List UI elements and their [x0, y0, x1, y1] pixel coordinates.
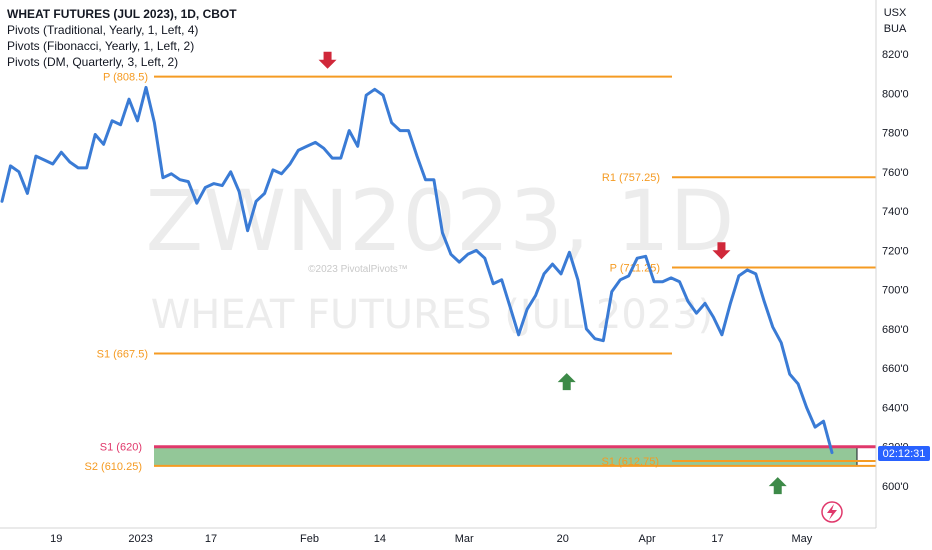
down-arrow-icon: [712, 242, 731, 260]
watermark: ZWN2023, 1D ©2023 PivotalPivots™ WHEAT F…: [146, 172, 735, 338]
watermark-copyright: ©2023 PivotalPivots™: [308, 264, 408, 275]
pivot-levels: P (808.5)R1 (757.25)P (711.25)S1 (667.5)…: [85, 72, 876, 473]
x-tick-label: 17: [205, 533, 217, 545]
x-tick-label: 2023: [128, 533, 152, 545]
legend-pivot-2[interactable]: Pivots (Fibonacci, Yearly, 1, Left, 2): [7, 39, 195, 53]
x-tick-label: 17: [711, 533, 723, 545]
y-tick-label: 700'0: [882, 285, 909, 297]
y-tick-label: 820'0: [882, 49, 909, 61]
trading-logo-icon[interactable]: [821, 501, 843, 523]
up-arrow-icon: [768, 477, 787, 495]
pivot-arrows: [318, 51, 787, 495]
chart-legend: WHEAT FUTURES (JUL 2023), 1D, CBOT Pivot…: [7, 6, 237, 70]
pivot-level-label: S1 (667.5): [97, 348, 148, 360]
y-tick-label: 640'0: [882, 402, 909, 414]
x-tick-label: Mar: [455, 533, 474, 545]
y-tick-label: 760'0: [882, 167, 909, 179]
price-axis[interactable]: USX BUA 600'0620'0640'0660'0680'0700'072…: [875, 0, 930, 528]
down-arrow-icon: [318, 51, 337, 69]
x-tick-label: Apr: [639, 533, 656, 545]
y-tick-label: 720'0: [882, 245, 909, 257]
countdown-badge: [878, 446, 930, 461]
unit-label: BUA: [884, 23, 907, 35]
y-tick-label: 740'0: [882, 206, 909, 218]
y-tick-label: 780'0: [882, 128, 909, 140]
watermark-name: WHEAT FUTURES (JUL 2023): [151, 292, 714, 338]
up-arrow-icon: [557, 373, 576, 391]
y-tick-label: 680'0: [882, 324, 909, 336]
legend-title: WHEAT FUTURES (JUL 2023), 1D, CBOT: [7, 7, 237, 21]
pivot-level-label: S2 (610.25): [85, 461, 142, 473]
x-tick-label: May: [791, 533, 812, 545]
x-tick-label: 20: [557, 533, 569, 545]
currency-label: USX: [884, 7, 907, 19]
time-axis[interactable]: 19 2023 17 Feb 14 Mar 20 Apr 17 May: [0, 527, 876, 545]
countdown-text: 02:12:31: [883, 448, 926, 460]
price-line: [0, 85, 834, 455]
pivot-level-label: S1 (620): [100, 442, 142, 454]
pivot-level-label: R1 (757.25): [602, 172, 660, 184]
y-tick-label: 600'0: [882, 481, 909, 493]
pivot-level-label: P (808.5): [103, 72, 148, 84]
y-tick-label: 800'0: [882, 88, 909, 100]
support-zone: [154, 446, 857, 466]
pivot-level-label: S1 (612.75): [602, 456, 659, 468]
x-tick-label: 19: [50, 533, 62, 545]
y-tick-label: 660'0: [882, 363, 909, 375]
x-tick-label: 14: [374, 533, 386, 545]
legend-pivot-3[interactable]: Pivots (DM, Quarterly, 3, Left, 2): [7, 55, 179, 69]
x-tick-label: Feb: [300, 533, 319, 545]
price-series: [0, 85, 834, 455]
legend-pivot-1[interactable]: Pivots (Traditional, Yearly, 1, Left, 4): [7, 23, 199, 37]
